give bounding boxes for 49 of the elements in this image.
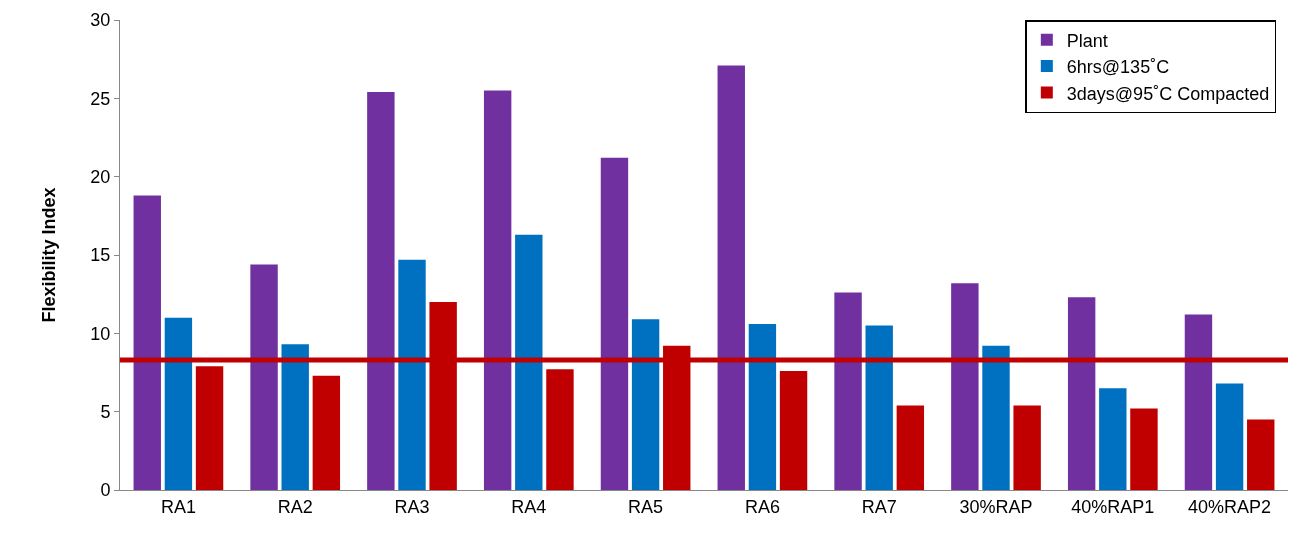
x-tick-label: RA1 xyxy=(160,496,196,517)
y-tick-label: 0 xyxy=(100,480,111,501)
x-tick-label: RA7 xyxy=(861,496,897,517)
bar xyxy=(250,264,278,490)
bar xyxy=(398,259,426,490)
y-tick-label: 30 xyxy=(90,10,111,31)
bar xyxy=(896,405,925,490)
x-tick-label: RA5 xyxy=(628,496,664,517)
legend-label: 3days@95˚C Compacted xyxy=(1066,83,1270,104)
x-tick-label: RA2 xyxy=(277,496,313,517)
y-tick-label: 15 xyxy=(90,245,111,266)
bar xyxy=(312,375,341,490)
bar xyxy=(281,344,309,490)
bar xyxy=(1247,419,1275,490)
bar xyxy=(1184,314,1213,490)
legend-label: 6hrs@135˚C xyxy=(1066,57,1170,78)
bar xyxy=(717,65,745,490)
bar xyxy=(865,325,893,490)
y-tick-label: 25 xyxy=(90,88,111,109)
bar xyxy=(1067,297,1096,490)
bar xyxy=(1130,408,1158,490)
legend-label: Plant xyxy=(1066,30,1108,51)
x-tick-label: RA6 xyxy=(744,496,780,517)
bar xyxy=(982,345,1010,490)
bar xyxy=(834,292,862,490)
bar xyxy=(951,283,979,490)
y-tick-label: 20 xyxy=(90,166,111,187)
y-axis-title: Flexibility Index xyxy=(38,187,59,323)
x-tick-label: 40%RAP1 xyxy=(1071,496,1155,517)
bar xyxy=(1099,388,1127,490)
bar xyxy=(133,195,161,490)
y-tick-label: 10 xyxy=(90,323,111,344)
bar xyxy=(483,90,512,490)
bar xyxy=(195,366,224,490)
bar xyxy=(1013,405,1041,490)
bar xyxy=(748,323,777,490)
bar xyxy=(779,370,808,490)
x-tick-label: 30%RAP xyxy=(959,496,1033,517)
bar xyxy=(546,369,574,490)
x-tick-label: 40%RAP2 xyxy=(1188,496,1272,517)
bar xyxy=(1215,383,1244,490)
bar xyxy=(631,319,660,490)
bar xyxy=(367,92,395,490)
x-tick-label: RA3 xyxy=(394,496,430,517)
bar xyxy=(600,157,629,490)
bar xyxy=(515,234,543,490)
bar xyxy=(164,317,193,490)
y-tick-label: 5 xyxy=(100,401,111,422)
x-tick-label: RA4 xyxy=(511,496,547,517)
